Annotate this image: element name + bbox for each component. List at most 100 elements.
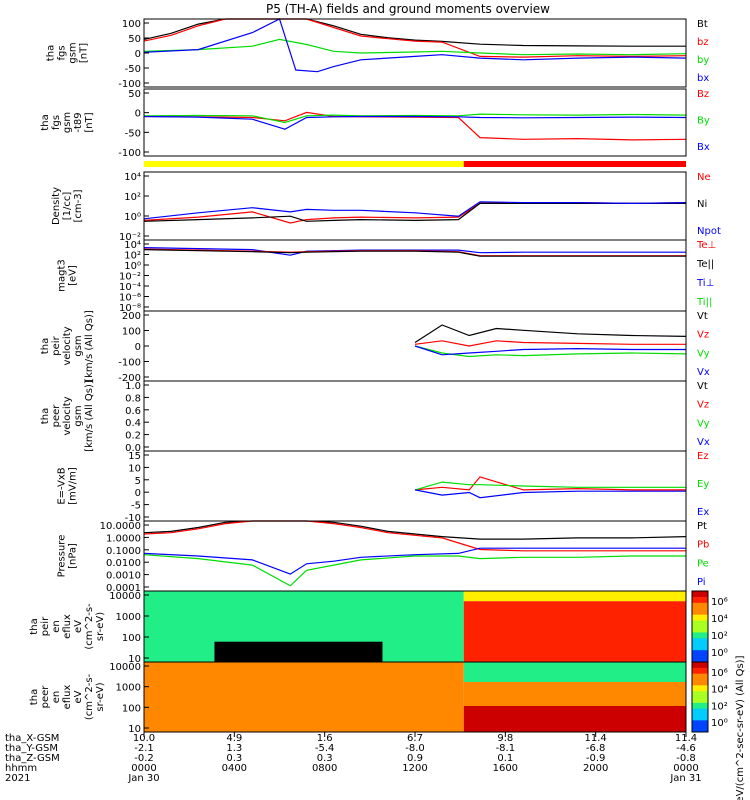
- y-tick-label: 50: [128, 34, 141, 45]
- x-axis-tick-label: 0.9: [407, 753, 423, 764]
- y-axis-label: [mV/m]: [68, 467, 79, 505]
- x-axis-tick-label: 9.8: [497, 733, 513, 744]
- y-axis-label: (cm^2-s-: [84, 603, 95, 650]
- series-Pi: [143, 547, 686, 575]
- colorbar-step-6: [692, 697, 708, 704]
- panel-4: 200 100 0 -100 -200 tha peir velocity gsm [km/s (…: [40, 310, 710, 384]
- y-tick-label: 10: [128, 654, 141, 665]
- colorbar-tick-label: 10⁰: [711, 718, 728, 729]
- panel-9: 10⁶ 10⁴ 10² 10⁰ 10000 1000 100 10 tha peer en eflux…: [29, 661, 728, 735]
- legend-item: Pe: [697, 558, 709, 569]
- legend-item: Ni: [697, 199, 707, 210]
- y-tick-label: 0: [135, 342, 141, 353]
- spectrogram-cell-2: [463, 682, 686, 706]
- y-axis-label: peir: [51, 335, 62, 355]
- x-axis: tha_X-GSMtha_Y-GSMtha_Z-GSMhhmm202110.0-…: [5, 732, 702, 784]
- y-tick-label: 10⁻²: [119, 232, 141, 243]
- x-axis-tick-label: 0.3: [226, 753, 242, 764]
- y-axis-label: [1/cc]: [62, 192, 73, 221]
- x-axis-row-label: tha_Y-GSM: [5, 743, 58, 754]
- y-tick-label: 10⁰: [124, 212, 141, 223]
- colorbar-step-10: [692, 720, 708, 727]
- y-axis-label: [eV]: [68, 265, 79, 286]
- colorbar-step-10: [692, 650, 708, 657]
- legend-item: Pb: [697, 540, 709, 551]
- legend-item: Pi: [697, 577, 706, 588]
- y-axis-label: [km/s (All Qs)]: [84, 380, 95, 452]
- panel-5: 1.00.8 0.60.4 0.20.0 tha peer velocity gsm [km/…: [40, 380, 710, 454]
- colorbar-tick-label: 10⁴: [711, 614, 728, 625]
- panel-frame: [143, 380, 687, 452]
- spectrogram-cell-3: [463, 662, 686, 682]
- series-Te||: [143, 249, 686, 257]
- colorbar-step-9: [692, 644, 708, 651]
- status-bar-segment-1: [463, 161, 686, 167]
- spectrogram-cell-1: [463, 601, 686, 662]
- legend-item: Vx: [697, 437, 710, 448]
- series-By: [143, 113, 687, 124]
- y-axis-label: eV: [73, 690, 84, 703]
- y-tick-label: 0.1000: [106, 546, 141, 557]
- panel-2: 10⁴ 10² 10⁰ 10⁻² Density [1/cc] [cm-3] Ne Ni Npot: [51, 171, 721, 243]
- y-tick-label: 1.0: [125, 381, 141, 392]
- y-axis-label: peer: [51, 404, 62, 428]
- legend-item: Bz: [697, 89, 709, 100]
- y-axis-label: gsm: [62, 112, 73, 133]
- colorbar-step-7: [692, 702, 708, 710]
- y-axis-label: eV: [73, 620, 84, 633]
- y-tick-label: 10: [128, 463, 141, 474]
- x-axis-row-label: hhmm: [5, 763, 37, 774]
- y-tick-label: 10²: [124, 251, 141, 262]
- spectrogram: [144, 662, 686, 732]
- plot-title: P5 (TH-A) fields and ground moments over…: [266, 2, 550, 16]
- colorbar-step-11: [692, 656, 708, 663]
- x-axis-tick-label: -5.4: [315, 743, 335, 754]
- x-axis-tick-label: Jan 31: [669, 773, 701, 784]
- colorbar-tick-label: 10²: [711, 701, 728, 712]
- y-axis-label: en: [51, 691, 62, 704]
- y-axis-label: eflux: [62, 614, 73, 639]
- colorbar-label: [eV/(cm^2-sec-sr-eV) (All Qs)]: [735, 655, 746, 800]
- colorbar-step-9: [692, 714, 708, 721]
- y-axis-label: [nT]: [84, 112, 95, 132]
- y-tick-label: 0.0: [125, 443, 141, 454]
- x-axis-tick-label: 1600: [493, 763, 518, 774]
- legend-item: Bt: [697, 19, 708, 30]
- x-axis-row-label: 2021: [5, 773, 30, 784]
- y-tick-label: -100: [118, 79, 141, 90]
- y-tick-label: 15: [128, 451, 141, 462]
- y-axis-label: gsm: [73, 335, 84, 356]
- colorbar-step-5: [692, 691, 708, 698]
- x-axis-tick-label: 1200: [402, 763, 427, 774]
- x-axis-tick-label: -6.8: [586, 743, 606, 754]
- colorbar-step-3: [692, 608, 708, 616]
- panel-frame: [143, 171, 687, 241]
- x-axis-tick-label: 1.3: [226, 743, 242, 754]
- y-axis-label: [nPa]: [68, 543, 79, 569]
- y-tick-label: 100: [122, 19, 141, 30]
- colorbar-step-5: [692, 620, 708, 627]
- y-tick-label: -100: [118, 358, 141, 369]
- y-tick-label: 200: [122, 311, 141, 322]
- y-axis-label: gsm: [73, 405, 84, 426]
- y-tick-label: 0: [135, 488, 141, 499]
- colorbar-step-2: [692, 673, 708, 680]
- y-tick-label: 0.8: [125, 393, 141, 404]
- legend-item: Te||: [696, 259, 714, 270]
- y-axis-label: -t89: [73, 112, 84, 132]
- series-bx: [143, 18, 687, 73]
- series-Vx: [414, 345, 686, 356]
- y-tick-label: 10⁻⁴: [119, 282, 141, 293]
- series-Vy: [414, 345, 687, 358]
- legend-item: Npot: [697, 226, 721, 237]
- colorbar-step-2: [692, 602, 708, 610]
- panel-8: 10⁶ 10⁴ 10² 10⁰ [eV/(cm^2-sec-sr-eV) (All Qs…: [29, 590, 746, 800]
- y-axis-label: tha: [40, 408, 51, 424]
- colorbar-step-4: [692, 614, 708, 622]
- y-tick-label: 0: [135, 49, 141, 60]
- panel-frame: [143, 18, 687, 88]
- panel-1: 50 0 -50 -100 tha fgs gsm -t89 [nT] Bz By Bx: [40, 88, 710, 159]
